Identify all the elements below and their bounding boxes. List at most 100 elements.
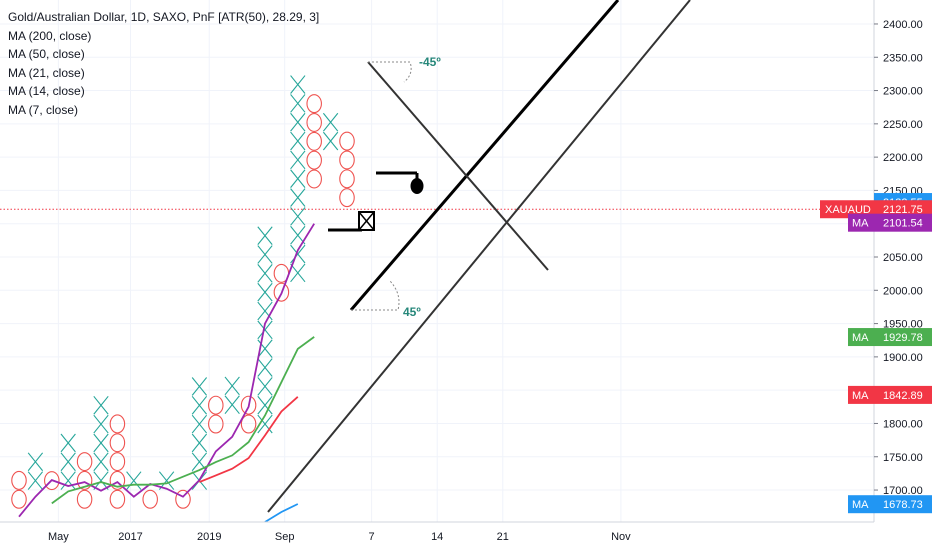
pnf-x-stroke xyxy=(290,188,306,207)
pnf-x-box xyxy=(60,452,76,472)
pnf-x-stroke xyxy=(191,452,208,472)
pnf-o-box xyxy=(11,489,27,509)
time-tick-label: May xyxy=(48,531,69,543)
pnf-x-stroke xyxy=(257,339,273,358)
ma-badge-value: 1842.89 xyxy=(883,390,923,402)
pnf-x-stroke xyxy=(93,395,109,415)
pnf-x-stroke xyxy=(290,75,306,94)
pnf-o-box xyxy=(339,188,355,208)
angle-label-bottom: 45º xyxy=(403,305,421,319)
pnf-x-stroke xyxy=(224,376,240,396)
pnf-x-box xyxy=(257,320,273,340)
pnf-o-box xyxy=(175,489,191,509)
price-tick-label: 2000.00 xyxy=(883,285,923,297)
legend-ma-200[interactable]: MA (200, close) xyxy=(8,28,92,43)
pnf-x-box xyxy=(290,244,306,264)
pnf-x-stroke xyxy=(290,225,306,245)
pnf-x-box xyxy=(60,433,76,453)
time-tick-label: 7 xyxy=(369,531,375,543)
ma-line xyxy=(199,396,299,483)
pnf-o-box xyxy=(240,414,257,434)
pnf-x-stroke xyxy=(191,414,208,434)
trend-drawings: -45º 45º xyxy=(0,0,874,513)
legend-ma-50[interactable]: MA (50, close) xyxy=(8,47,85,61)
pnf-x-stroke xyxy=(60,433,76,453)
pnf-x-box xyxy=(257,264,273,283)
legend-title[interactable]: Gold/Australian Dollar, 1D, SAXO, PnF [A… xyxy=(8,10,320,24)
pnf-x-box xyxy=(191,395,208,415)
ma-badge-value: 1929.78 xyxy=(883,332,923,344)
price-tick-label: 1800.00 xyxy=(883,418,923,430)
pnf-x-box xyxy=(290,75,306,94)
pnf-x-stroke xyxy=(257,264,273,283)
pnf-x-box xyxy=(257,245,273,264)
current-marker xyxy=(410,178,424,194)
time-tick-label: 14 xyxy=(431,531,443,543)
time-tick-label: 21 xyxy=(497,531,509,543)
pnf-x-box xyxy=(224,395,240,415)
pnf-x-box xyxy=(322,112,339,132)
pnf-x-box xyxy=(257,395,273,415)
pnf-x-stroke xyxy=(126,471,142,490)
pnf-x-box xyxy=(191,414,208,434)
price-axis-bg xyxy=(874,0,932,550)
pnf-x-box xyxy=(93,395,109,415)
trendline-support xyxy=(349,0,620,311)
pnf-x-box xyxy=(290,112,306,132)
pnf-x-stroke xyxy=(322,112,339,132)
pnf-x-box xyxy=(290,94,306,113)
pnf-x-stroke xyxy=(93,433,109,453)
pnf-x-box xyxy=(191,377,208,396)
pnf-o-box xyxy=(306,94,322,114)
ma-badge-tag-label: MA xyxy=(852,332,869,344)
ma-badge-value: 2101.54 xyxy=(883,218,923,230)
pnf-o-box xyxy=(142,489,158,509)
ma-line xyxy=(264,503,299,523)
pnf-x-stroke xyxy=(257,226,273,245)
time-tick-label: Sep xyxy=(275,531,295,543)
ma-badge-tag-label: MA xyxy=(852,218,869,230)
ma-badge-tag xyxy=(848,495,874,514)
pnf-x-stroke xyxy=(93,452,109,472)
pnf-x-box xyxy=(27,471,44,490)
time-axis: May 2017 2019 Sep 7 14 21 Nov xyxy=(0,521,874,550)
pnf-x-box xyxy=(257,377,273,396)
pnf-o-box xyxy=(109,489,126,509)
price-tick-label: 2350.00 xyxy=(883,52,923,64)
moving-averages xyxy=(18,223,315,523)
pnf-x-box xyxy=(93,471,109,490)
pnf-x-stroke xyxy=(257,301,273,321)
pnf-o-box xyxy=(44,471,60,491)
angle-arc-bottom xyxy=(351,280,400,311)
price-tick-label: 1700.00 xyxy=(883,485,923,497)
pnf-x-stroke xyxy=(290,244,306,264)
pnf-o-box xyxy=(339,169,355,189)
pnf-x-box xyxy=(224,376,240,396)
pnf-x-stroke xyxy=(322,131,339,151)
price-tick-label: 1750.00 xyxy=(883,452,923,464)
pnf-o-box xyxy=(208,414,224,434)
pnf-o-box xyxy=(208,395,224,415)
ma-badge-tag-label: MA xyxy=(852,499,869,511)
pnf-o-box xyxy=(76,470,93,490)
legend-ma-14[interactable]: MA (14, close) xyxy=(8,84,85,98)
time-tick-label: 2017 xyxy=(118,531,142,543)
pnf-o-box xyxy=(11,470,27,490)
trendline-resistance xyxy=(367,61,549,271)
pnf-x-stroke xyxy=(257,377,273,396)
pnf-x-stroke xyxy=(27,452,44,472)
price-badge-value: 2121.75 xyxy=(883,204,923,216)
pnf-o-box xyxy=(306,169,322,189)
price-tick-label: 2050.00 xyxy=(883,252,923,264)
pnf-x-box xyxy=(191,433,208,453)
legend-ma-7[interactable]: MA (7, close) xyxy=(8,102,79,117)
breakout-box-x xyxy=(358,211,375,231)
pnf-x-box xyxy=(257,282,273,302)
pnf-x-stroke xyxy=(224,395,240,415)
pnf-x-box xyxy=(290,263,306,283)
pnf-x-box xyxy=(290,150,306,170)
grid-lines xyxy=(0,0,874,522)
legend-ma-21[interactable]: MA (21, close) xyxy=(8,65,85,80)
